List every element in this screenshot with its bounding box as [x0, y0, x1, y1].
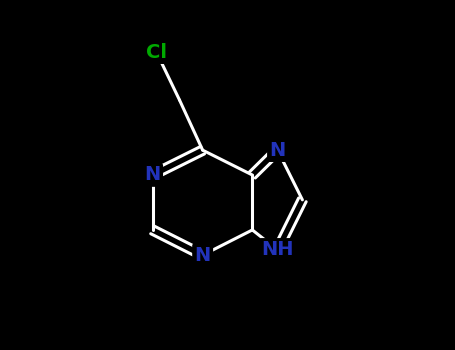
Text: NH: NH	[261, 240, 294, 259]
Text: N: N	[195, 246, 211, 265]
Text: Cl: Cl	[146, 43, 167, 62]
Text: N: N	[269, 141, 286, 160]
Text: N: N	[145, 166, 161, 184]
